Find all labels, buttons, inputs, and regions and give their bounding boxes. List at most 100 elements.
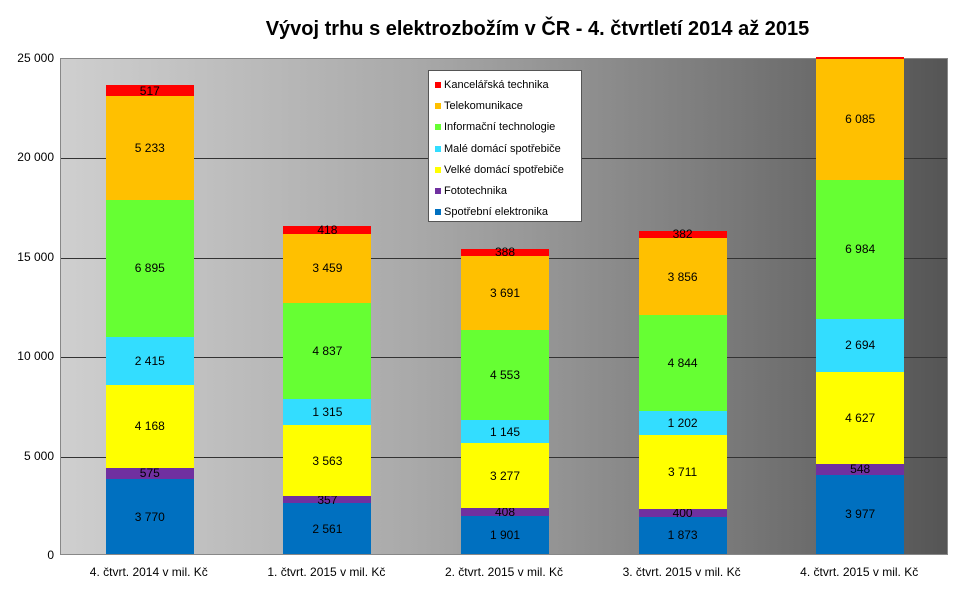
legend-swatch <box>435 81 441 88</box>
legend-item: Fototechnika <box>435 180 575 201</box>
data-label: 4 844 <box>667 356 698 370</box>
bar-segment: 6 895 <box>105 199 194 337</box>
bar-segment: 2 415 <box>105 336 194 385</box>
bar-segment: 4 553 <box>461 329 549 421</box>
bar-segment: 382 <box>638 227 727 241</box>
data-label: 575 <box>139 466 160 481</box>
bar-segment: 548 <box>816 462 905 477</box>
data-label: 517 <box>139 83 160 98</box>
legend-item: Velké domácí spotřebiče <box>435 159 575 180</box>
bar-segment: 4 837 <box>283 302 372 400</box>
data-label: 1 901 <box>489 528 521 543</box>
bar-segment: 575 <box>105 466 194 481</box>
bar-segment: 1 145 <box>461 420 549 443</box>
data-label: 3 277 <box>489 468 521 483</box>
bar-segment: 408 <box>461 505 549 520</box>
data-label: 382 <box>672 227 693 242</box>
data-label: 388 <box>494 245 516 260</box>
bar-segment: 400 <box>638 505 727 520</box>
y-tick-label: 0 <box>47 548 54 562</box>
data-label: 3 691 <box>489 286 521 300</box>
y-tick-label: 10 000 <box>17 349 54 364</box>
data-label: 3 977 <box>845 507 876 522</box>
data-label: 1 202 <box>667 416 698 431</box>
legend-label: Telekomunikace <box>444 99 523 112</box>
legend-label: Kancelářská technika <box>444 78 549 91</box>
y-tick-label: 5 000 <box>23 448 54 463</box>
legend-item: Telekomunikace <box>435 95 575 116</box>
data-label: 408 <box>494 505 516 520</box>
legend-item: Malé domácí spotřebiče <box>435 138 575 159</box>
legend: Kancelářská technika Telekomunikace Inform… <box>428 70 582 222</box>
bar-segment: 3 691 <box>461 256 549 330</box>
bar-segment: 5 233 <box>105 95 194 200</box>
legend-label: Fototechnika <box>444 185 507 198</box>
bar-segment: 1 202 <box>638 411 727 436</box>
x-tick-label: 2. čtvrt. 2015 v mil. Kč <box>444 565 564 579</box>
legend-swatch <box>435 166 441 173</box>
data-label: 6 895 <box>134 261 165 276</box>
legend-label: Spotřební elektronika <box>444 206 548 219</box>
bar-segment: 6 085 <box>816 58 905 180</box>
bar-segment: 3 459 <box>283 234 372 303</box>
bar-segment: 4 627 <box>816 372 905 465</box>
bar-segment: 3 770 <box>105 479 194 554</box>
x-tick-label: 4. čtvrt. 2014 v mil. Kč <box>89 565 208 579</box>
legend-swatch <box>435 102 441 109</box>
legend-swatch <box>435 124 441 131</box>
bar-segment <box>816 56 905 59</box>
legend-item: Spotřební elektronika <box>435 202 575 223</box>
data-label: 3 711 <box>668 464 698 479</box>
bar-segment: 2 694 <box>816 318 905 373</box>
legend-label: Velké domácí spotřebiče <box>444 163 564 176</box>
data-label: 1 145 <box>489 424 521 439</box>
bar-segment: 357 <box>283 493 372 507</box>
legend-item: Informační technologie <box>435 117 575 138</box>
legend-swatch <box>435 145 441 152</box>
bar-segment: 3 563 <box>283 425 372 496</box>
data-label: 2 415 <box>134 353 165 368</box>
data-label: 5 233 <box>134 140 165 155</box>
data-label: 3 563 <box>312 453 343 468</box>
bar-segment: 4 168 <box>105 384 194 468</box>
data-label: 2 694 <box>845 338 876 353</box>
y-tick-label: 25 000 <box>17 51 54 65</box>
data-label: 548 <box>850 462 871 477</box>
legend-label: Informační technologie <box>444 121 556 134</box>
legend-swatch <box>435 188 441 195</box>
bar-segment: 3 711 <box>638 435 727 509</box>
bar-segment: 517 <box>105 83 194 98</box>
bar-segment: 3 977 <box>816 474 905 554</box>
chart-title: Vývoj trhu s elektrozbožím v ČR - 4. čtv… <box>265 18 810 40</box>
data-label: 6 085 <box>845 112 876 127</box>
y-tick-label: 20 000 <box>17 150 54 165</box>
y-tick-label: 15 000 <box>17 249 54 264</box>
data-label: 4 837 <box>312 343 343 358</box>
data-label: 400 <box>672 505 693 520</box>
x-tick-label: 3. čtvrt. 2015 v mil. Kč <box>622 565 741 579</box>
data-label: 4 168 <box>134 419 165 434</box>
data-label: 357 <box>317 492 338 507</box>
bar-segment: 6 984 <box>816 179 905 319</box>
bar-segment: 3 856 <box>638 238 727 315</box>
data-label: 4 553 <box>489 367 521 382</box>
data-label: 3 856 <box>667 269 698 284</box>
bar-segment: 4 844 <box>638 314 727 412</box>
bar-segment: 2 561 <box>283 503 372 554</box>
bar-segment: 418 <box>283 222 372 237</box>
data-label: 2 561 <box>312 521 343 536</box>
legend-item: Kancelářská technika <box>435 74 575 95</box>
data-label: 3 459 <box>312 261 343 276</box>
x-tick-label: 4. čtvrt. 2015 v mil. Kč <box>800 565 919 579</box>
bar-segment: 388 <box>461 245 549 259</box>
data-label: 3 770 <box>134 509 165 524</box>
data-label: 1 873 <box>667 528 698 543</box>
data-label: 4 627 <box>845 411 876 426</box>
data-label: 6 984 <box>845 242 876 257</box>
bar-segment: 1 873 <box>638 516 727 554</box>
data-label: 1 315 <box>312 405 343 420</box>
legend-label: Malé domácí spotřebiče <box>444 142 561 155</box>
x-tick-label: 1. čtvrt. 2015 v mil. Kč <box>267 565 386 579</box>
data-label: 418 <box>317 222 338 237</box>
bar-segment: 1 315 <box>283 399 372 426</box>
